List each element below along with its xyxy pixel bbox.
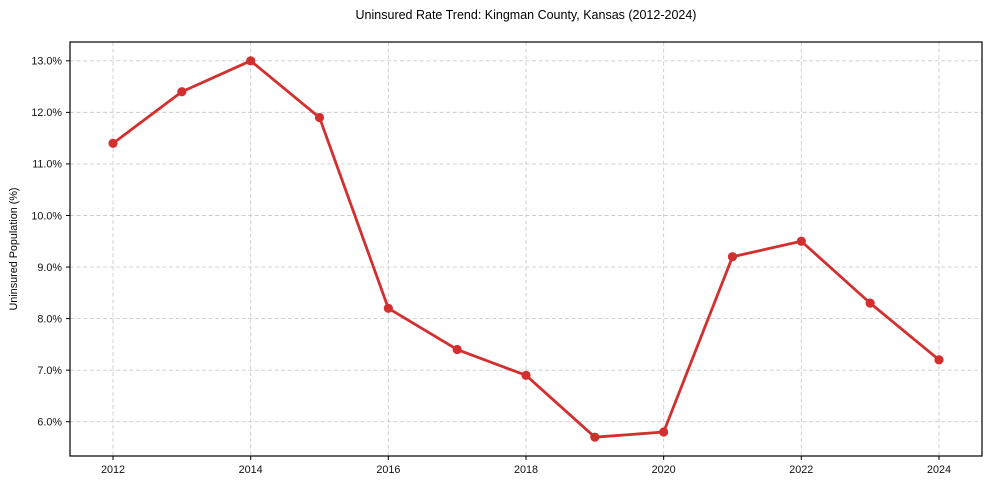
data-point-2016 [383, 303, 393, 313]
data-point-2014 [246, 56, 256, 66]
data-point-2020 [659, 427, 669, 437]
x-tick-label: 2022 [789, 464, 813, 476]
x-tick-label: 2014 [239, 464, 263, 476]
data-point-2012 [108, 138, 118, 148]
y-tick-label: 9.0% [37, 262, 62, 274]
data-point-2015 [314, 112, 325, 123]
x-tick-label: 2020 [652, 464, 676, 476]
chart-title: Uninsured Rate Trend: Kingman County, Ka… [355, 8, 697, 22]
data-point-2023 [865, 298, 875, 308]
x-tick-label: 2016 [376, 464, 400, 476]
y-tick-label: 6.0% [37, 417, 62, 429]
data-point-2024 [934, 355, 944, 365]
data-point-2017 [452, 344, 462, 355]
y-tick-label: 7.0% [37, 365, 62, 377]
y-tick-label: 11.0% [32, 159, 62, 171]
y-tick-label: 12.0% [31, 107, 62, 119]
data-point-2013 [177, 87, 187, 97]
y-tick-label: 8.0% [37, 313, 62, 325]
data-point-2022 [796, 236, 806, 246]
data-point-2018 [521, 370, 531, 380]
x-tick-label: 2024 [927, 464, 951, 476]
data-point-2021 [727, 252, 738, 262]
x-tick-label: 2012 [101, 464, 125, 476]
data-point-2019 [590, 432, 600, 442]
y-tick-label: 10.0% [31, 210, 62, 222]
x-tick-label: 2018 [514, 464, 538, 476]
y-tick-label: 13.0% [31, 56, 62, 68]
